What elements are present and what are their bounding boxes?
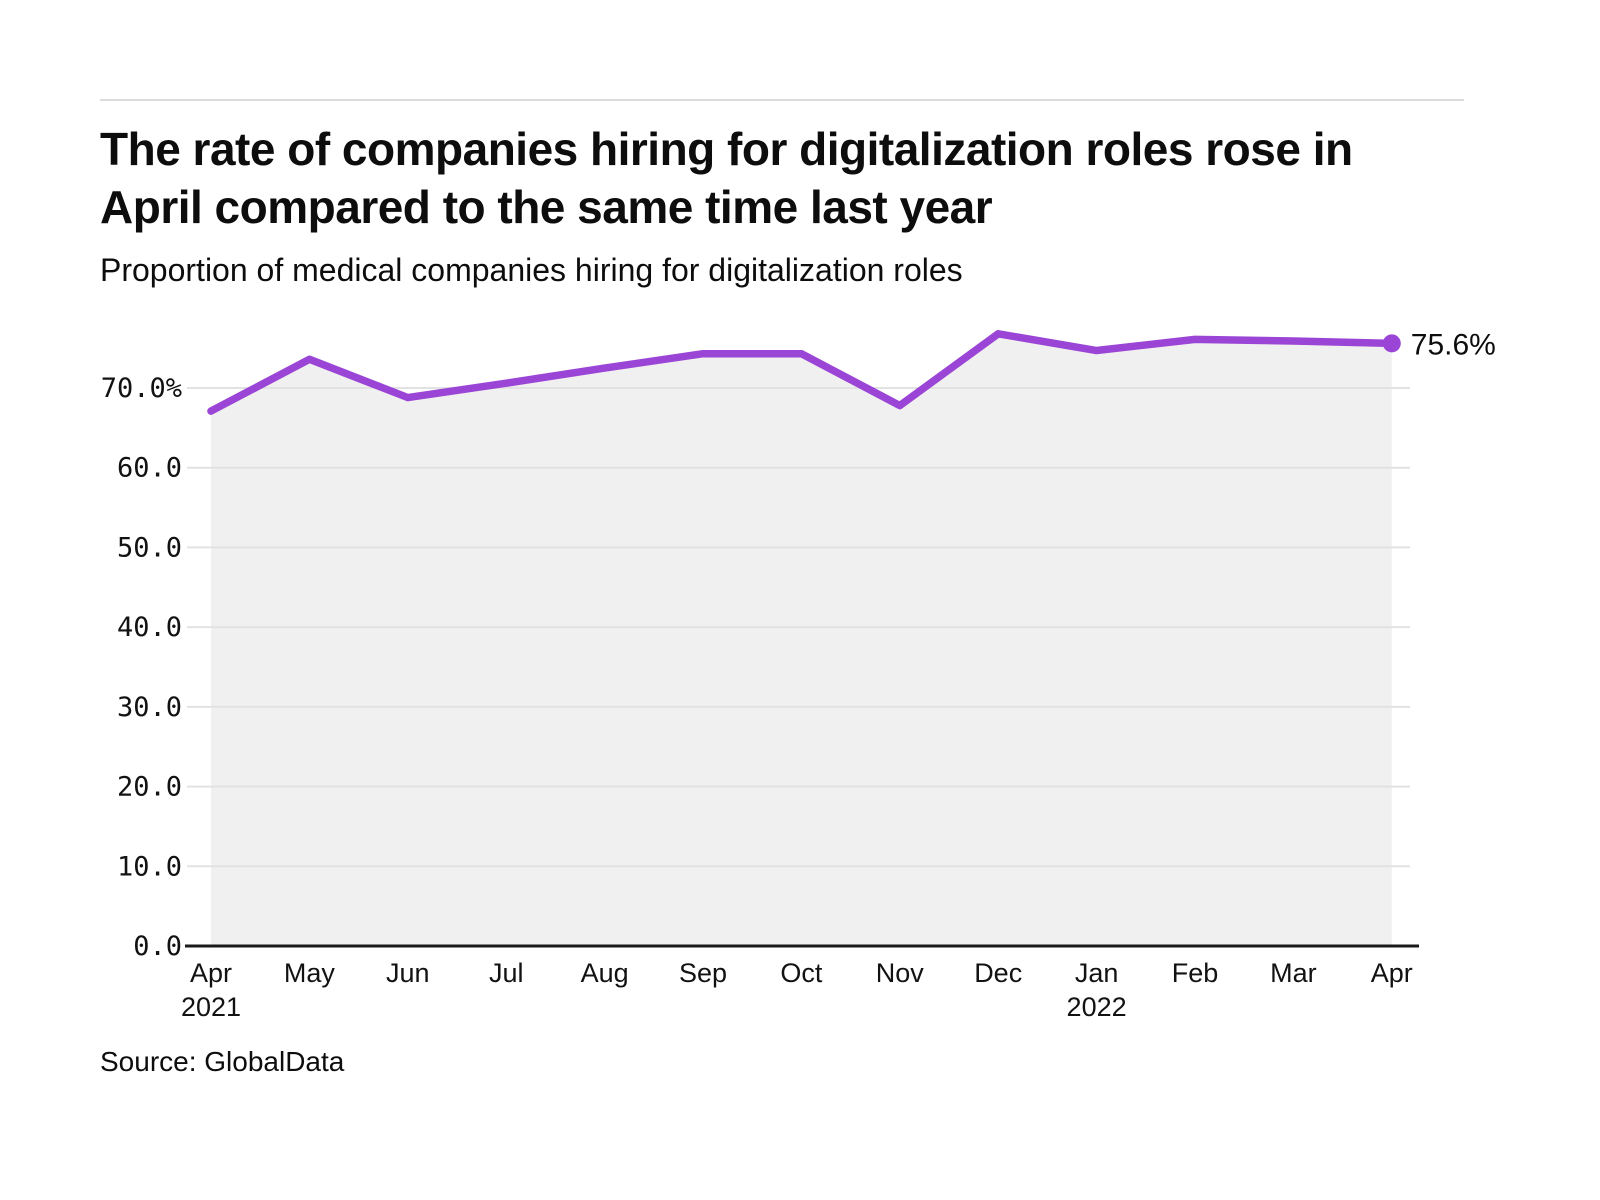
x-tick-label: Feb	[1172, 958, 1219, 988]
x-tick-label: Dec	[974, 958, 1022, 988]
x-tick-label: Jan	[1075, 958, 1119, 988]
end-value-label: 75.6%	[1411, 328, 1496, 361]
x-tick-label: Oct	[780, 958, 823, 988]
chart-title: The rate of companies hiring for digital…	[100, 123, 1353, 233]
y-tick-label: 40.0	[117, 612, 182, 643]
y-tick-label: 50.0	[117, 532, 182, 563]
x-tick-label: Jun	[386, 958, 430, 988]
x-tick-label: Apr	[1371, 958, 1413, 988]
x-tick-label: May	[284, 958, 336, 988]
end-point-dot	[1382, 334, 1401, 353]
source-attribution: Source: GlobalData	[100, 1046, 345, 1077]
area-fill	[211, 333, 1392, 946]
top-divider-rule	[100, 99, 1464, 101]
x-tick-label: Jul	[489, 958, 524, 988]
y-tick-label: 20.0	[117, 772, 182, 803]
x-tick-label: Aug	[581, 958, 629, 988]
x-tick-label: Sep	[679, 958, 727, 988]
y-tick-label: 10.0	[117, 851, 182, 882]
y-tick-label: 60.0	[117, 453, 182, 484]
y-tick-label: 0.0	[133, 931, 182, 962]
year-label: 2021	[181, 992, 241, 1022]
x-tick-label: Nov	[876, 958, 925, 988]
y-tick-label: 30.0	[117, 692, 182, 723]
line-chart: 70.0% 60.0 50.0 40.0 30.0 20.0 10.0 0.0 75.6% Apr…	[101, 328, 1496, 1022]
x-tick-label: Apr	[190, 958, 232, 988]
year-label: 2022	[1067, 992, 1127, 1022]
trend-line	[207, 330, 1396, 415]
x-tick-label: Mar	[1270, 958, 1317, 988]
chart-subtitle: Proportion of medical companies hiring f…	[100, 252, 963, 288]
y-tick-label: 70.0%	[101, 373, 182, 404]
